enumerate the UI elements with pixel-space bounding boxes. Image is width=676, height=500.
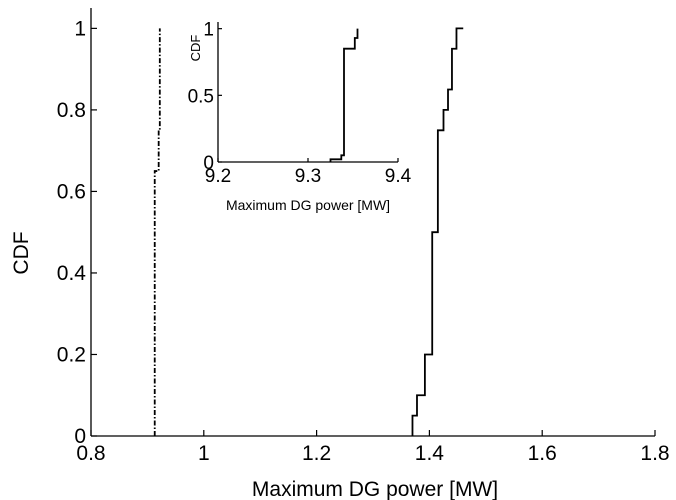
main-tick-labels: 0.8 1 1.2 1.4 1.6 1.8 0 0.2 0.4 0.6 0.8 1 [57, 17, 670, 465]
inset-x-tick-label: 9.2 [205, 166, 231, 187]
inset-series-group [329, 28, 359, 162]
main-y-tick-label: 0 [74, 425, 86, 448]
main-series-group [153, 27, 464, 436]
inset-x-tick-label: 9.3 [295, 166, 321, 187]
inset-tick-labels: 9.2 9.3 9.4 0 0.5 1 [188, 20, 412, 187]
inset-y-tick-label: 0.5 [188, 86, 214, 107]
main-plot: 0.8 1 1.2 1.4 1.6 1.8 0 0.2 0.4 0.6 0.8 1 Maximum D… [10, 8, 670, 500]
main-x-tick-label: 1.8 [640, 442, 669, 465]
main-x-tick-label: 1.2 [302, 442, 331, 465]
main-x-tick-label: 1 [198, 442, 210, 465]
main-y-tick-label: 0.4 [57, 262, 87, 285]
inset-x-tick-label: 9.4 [385, 166, 412, 187]
inset-y-tick-label: 1 [203, 20, 214, 41]
main-y-axis-title: CDF [10, 231, 33, 274]
main-series-line-1 [153, 28, 161, 436]
inset-y-axis-title: CDF [188, 35, 203, 62]
main-x-axis-title: Maximum DG power [MW] [252, 478, 498, 500]
inset-series-line-1 [329, 28, 359, 162]
main-y-tick-label: 0.8 [57, 99, 86, 122]
inset-y-tick-label: 0 [203, 153, 214, 174]
main-series-line-2 [411, 27, 464, 436]
main-x-tick-label: 0.8 [76, 442, 105, 465]
main-x-tick-label: 1.4 [415, 442, 445, 465]
main-x-tick-label: 1.6 [528, 442, 557, 465]
inset-x-axis-title: Maximum DG power [MW] [226, 197, 390, 213]
main-axes [90, 8, 656, 437]
main-y-tick-label: 0.6 [57, 180, 86, 203]
main-y-tick-label: 0.2 [57, 343, 86, 366]
inset-plot: 9.2 9.3 9.4 0 0.5 1 Maximum DG power [MW] CDF [188, 20, 412, 213]
inset-axes [217, 22, 399, 163]
main-y-tick-label: 1 [74, 17, 86, 40]
